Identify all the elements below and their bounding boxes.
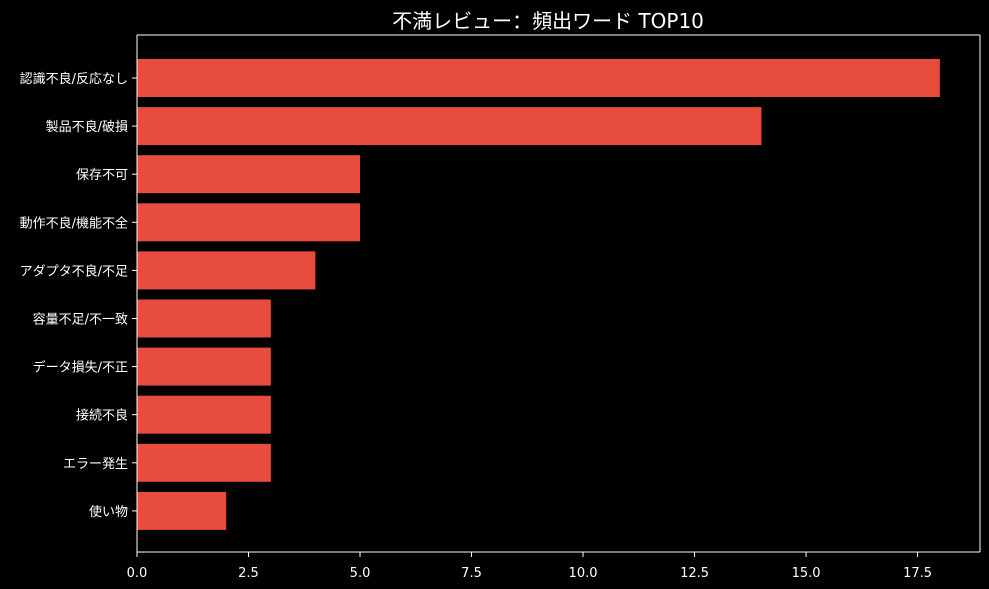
x-tick-label: 12.5: [680, 566, 709, 581]
category-label: 保存不可: [76, 168, 128, 183]
bar: [137, 107, 762, 146]
bar: [137, 155, 361, 194]
bar: [137, 395, 271, 434]
category-labels-group: 認識不良/反応なし製品不良/破損保存不可動作不良/機能不全アダプタ不良/不足容量…: [20, 71, 137, 520]
x-tick-label: 10.0: [569, 566, 598, 581]
x-tick-label: 15.0: [792, 566, 821, 581]
category-label: 製品不良/破損: [46, 119, 128, 135]
x-tick-label: 17.5: [903, 566, 932, 581]
category-label: 動作不良/機能不全: [20, 215, 128, 231]
category-label: 容量不足/不一致: [33, 312, 128, 328]
bar: [137, 299, 271, 338]
category-label: エラー発生: [63, 457, 128, 472]
bar: [137, 203, 361, 242]
bar: [137, 251, 316, 290]
x-ticks-group: 0.0 2.5 5.0 7.5 10.0 12.5 15.0 17.5: [127, 552, 932, 581]
bars-group: [137, 59, 940, 530]
x-tick-label: 5.0: [350, 566, 371, 581]
plot-frame: [136, 34, 981, 553]
x-tick-label: 7.5: [461, 566, 482, 581]
category-label: 接続不良: [76, 408, 128, 424]
x-tick-label: 2.5: [238, 566, 259, 581]
category-label: 認識不良/反応なし: [20, 71, 128, 87]
bar: [137, 347, 271, 386]
chart-title: 不満レビュー：頻出ワード TOP10: [392, 9, 704, 33]
category-label: データ損失/不正: [33, 360, 128, 376]
category-label: アダプタ不良/不足: [20, 263, 128, 279]
category-label: 使い物: [89, 504, 128, 520]
x-tick-label: 0.0: [127, 566, 148, 581]
bar: [137, 443, 271, 482]
bar: [137, 491, 227, 530]
bar: [137, 59, 940, 97]
